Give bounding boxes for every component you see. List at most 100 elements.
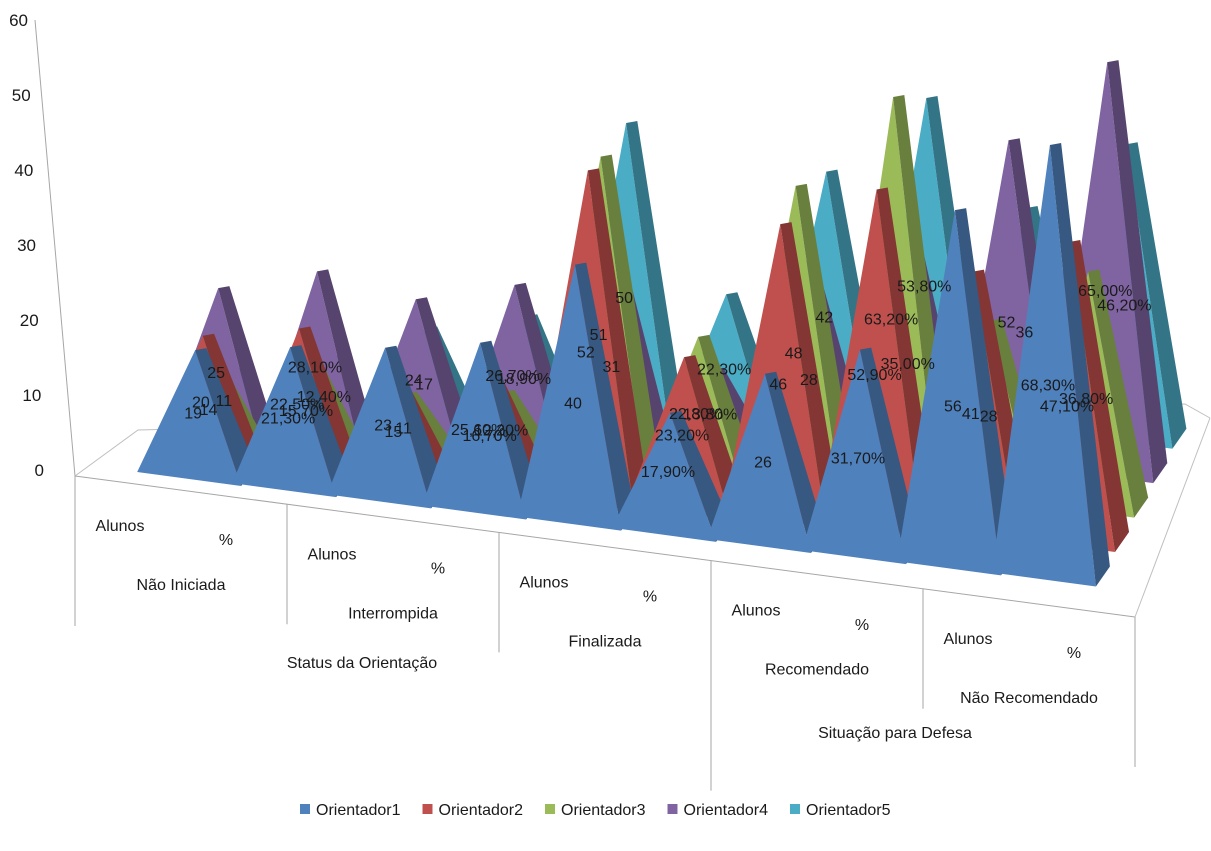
legend-label: Orientador1 bbox=[316, 802, 401, 819]
data-label: 11 bbox=[216, 393, 233, 410]
data-label: 25,60% bbox=[451, 422, 505, 439]
data-label: 42 bbox=[815, 310, 833, 327]
floor-right-edge bbox=[1134, 417, 1211, 618]
pyramid-front-face bbox=[517, 264, 622, 531]
pyramid-front-face bbox=[707, 373, 812, 554]
pyramid-front-face bbox=[137, 350, 242, 486]
data-label: 56 bbox=[944, 399, 962, 416]
y-tick-label: 0 bbox=[35, 461, 44, 480]
data-label: 46,20% bbox=[1097, 297, 1151, 314]
legend-label: Orientador2 bbox=[439, 802, 524, 819]
category-leaf-label: Alunos bbox=[308, 546, 357, 563]
category-leaf-label: % bbox=[431, 560, 445, 577]
legend-label: Orientador3 bbox=[561, 802, 646, 819]
pyramid-side-face bbox=[290, 345, 351, 498]
data-label: 17 bbox=[415, 377, 433, 394]
legend-swatch bbox=[790, 804, 800, 814]
data-label: 11 bbox=[395, 420, 412, 437]
data-label: 46 bbox=[769, 376, 787, 393]
category-group-label: Situação para Defesa bbox=[818, 725, 972, 742]
pyramid-bar bbox=[517, 262, 636, 531]
pyramid-front-face bbox=[422, 342, 527, 520]
pyramid-front-face bbox=[612, 412, 717, 542]
data-label: 48 bbox=[785, 346, 803, 363]
category-sub-label: Interrompida bbox=[348, 605, 438, 622]
data-label: 17,90% bbox=[641, 464, 695, 481]
data-label: 21,30% bbox=[261, 411, 315, 428]
pyramid-side-face bbox=[195, 348, 256, 486]
data-label: 13,80% bbox=[683, 406, 737, 423]
data-label: 31 bbox=[602, 359, 620, 376]
y-tick-label: 10 bbox=[22, 386, 41, 405]
bars-layer bbox=[137, 60, 1187, 587]
data-label: 12,40% bbox=[297, 389, 351, 406]
pyramid-side-face bbox=[765, 371, 826, 554]
data-label: 40 bbox=[564, 396, 582, 413]
data-label: 53,80% bbox=[897, 279, 951, 296]
data-label: 12,20% bbox=[474, 423, 528, 440]
data-label: 15 bbox=[384, 424, 402, 441]
data-label: 23 bbox=[374, 417, 392, 434]
data-label: 52 bbox=[998, 314, 1016, 331]
pyramid-side-face bbox=[670, 410, 731, 542]
data-label: 28 bbox=[980, 408, 998, 425]
legend-entry: Orientador3 bbox=[545, 802, 646, 819]
data-label: 25 bbox=[207, 365, 225, 382]
data-label: 16,70% bbox=[462, 428, 516, 445]
pyramid-side-face bbox=[859, 347, 920, 565]
pyramid-bar bbox=[612, 410, 731, 542]
legend-swatch bbox=[545, 804, 555, 814]
category-leaf-label: Alunos bbox=[732, 603, 781, 620]
legend-swatch bbox=[667, 804, 678, 814]
pyramid-bar bbox=[232, 345, 351, 498]
legend-swatch bbox=[300, 804, 310, 814]
x-axis-line bbox=[74, 475, 1136, 618]
legend-label: Orientador5 bbox=[806, 802, 891, 819]
data-label: 28,10% bbox=[288, 359, 342, 376]
y-tick-label: 20 bbox=[20, 311, 39, 330]
category-group-label: Status da Orientação bbox=[287, 655, 437, 672]
pyramid-side-face bbox=[1049, 143, 1110, 587]
axis-layer: 0 10 20 30 40 50 60 bbox=[9, 11, 1211, 618]
category-leaf-label: Alunos bbox=[96, 518, 145, 535]
pyramid-bar bbox=[801, 347, 920, 565]
data-label: 19 bbox=[184, 406, 202, 423]
pyramid-front-face bbox=[896, 210, 1001, 576]
pyramid-front-face bbox=[991, 145, 1096, 587]
pyramid-front-face bbox=[232, 347, 337, 498]
legend-entry: Orientador2 bbox=[422, 802, 524, 819]
pyramid-side-face bbox=[299, 326, 360, 486]
category-sub-label: Não Recomendado bbox=[960, 690, 1098, 707]
data-label: 52 bbox=[577, 344, 595, 361]
data-label: 41 bbox=[962, 406, 980, 423]
category-sub-label: Não Iniciada bbox=[137, 577, 226, 594]
y-tick-label: 50 bbox=[12, 86, 31, 105]
y-tick-label: 40 bbox=[14, 161, 33, 180]
pyramid-side-face bbox=[480, 340, 541, 520]
legend-swatch bbox=[422, 804, 433, 814]
data-label: 51 bbox=[590, 327, 608, 344]
data-label: 24 bbox=[405, 373, 423, 390]
data-label: 65,00% bbox=[1078, 283, 1132, 300]
pyramid-side-face bbox=[1107, 60, 1168, 484]
legend-entry: Orientador5 bbox=[790, 802, 891, 819]
pyramid-side-face bbox=[1088, 269, 1149, 518]
pyramid-side-face bbox=[1126, 142, 1187, 449]
data-label: 14 bbox=[200, 402, 218, 419]
data-label: 26,70% bbox=[485, 368, 539, 385]
pyramid-side-face bbox=[954, 208, 1015, 576]
pyramid-side-face bbox=[575, 262, 636, 531]
category-sub-label: Finalizada bbox=[569, 634, 642, 651]
category-leaf-label: Alunos bbox=[944, 631, 993, 648]
data-label: 15,70% bbox=[279, 403, 333, 420]
pyramid-side-face bbox=[385, 345, 446, 509]
data-label: 36,80% bbox=[1059, 391, 1113, 408]
data-label: 28 bbox=[800, 372, 818, 389]
y-tick-label: 30 bbox=[17, 236, 36, 255]
pyramid-side-face bbox=[587, 168, 648, 511]
legend: Orientador1 Orientador2 Orientador3 Orienta… bbox=[300, 802, 891, 819]
data-label: 31,70% bbox=[831, 451, 885, 468]
pyramid-bar bbox=[422, 340, 541, 520]
data-label: 63,20% bbox=[864, 311, 918, 328]
